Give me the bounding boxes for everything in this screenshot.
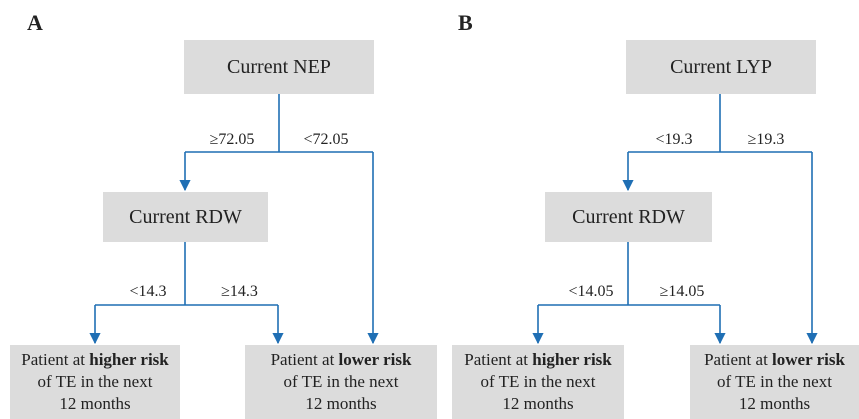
leaf-line: of TE in the next xyxy=(37,372,153,391)
split-label: <72.05 xyxy=(303,131,349,148)
root-node: Current NEP xyxy=(184,40,374,94)
split-label: ≥72.05 xyxy=(209,131,255,148)
split-label: ≥14.3 xyxy=(221,283,258,300)
split-label: <14.05 xyxy=(568,283,614,300)
leaf-line: Patient at lower risk xyxy=(271,349,412,371)
leaf-bold-text: higher risk xyxy=(89,350,169,369)
leaf-bold-text: higher risk xyxy=(532,350,612,369)
leaf-node: Patient at higher risk of TE in the next 1… xyxy=(452,345,624,419)
leaf-text: Patient at xyxy=(704,350,773,369)
leaf-node: Patient at lower risk of TE in the next 12… xyxy=(245,345,437,419)
leaf-line: of TE in the next xyxy=(480,372,596,391)
leaf-line: 12 months xyxy=(59,394,131,413)
leaf-node: Patient at higher risk of TE in the next 1… xyxy=(10,345,180,419)
leaf-line: Patient at higher risk xyxy=(464,349,612,371)
leaf-line: 12 months xyxy=(738,394,811,413)
leaf-bold-text: lower risk xyxy=(338,350,412,369)
leaf-line: Patient at higher risk xyxy=(21,349,169,371)
middle-node: Current RDW xyxy=(545,192,712,242)
leaf-node: Patient at lower risk of TE in the next 12… xyxy=(690,345,859,419)
split-label: <14.3 xyxy=(129,283,167,300)
leaf-line: Patient at lower risk xyxy=(704,349,845,371)
split-label: ≥14.05 xyxy=(659,283,705,300)
middle-node: Current RDW xyxy=(103,192,268,242)
leaf-line: of TE in the next xyxy=(717,372,832,391)
split-label: <19.3 xyxy=(655,131,693,148)
leaf-line: of TE in the next xyxy=(283,372,399,391)
split-label: ≥19.3 xyxy=(747,131,785,148)
leaf-text: Patient at xyxy=(464,350,533,369)
leaf-line: 12 months xyxy=(502,394,574,413)
leaf-text: Patient at xyxy=(270,350,339,369)
leaf-text: Patient at xyxy=(21,350,90,369)
panel-label: A xyxy=(27,10,43,35)
leaf-line: 12 months xyxy=(305,394,377,413)
leaf-bold-text: lower risk xyxy=(772,350,845,369)
panel-label: B xyxy=(458,10,473,35)
root-node: Current LYP xyxy=(626,40,816,94)
